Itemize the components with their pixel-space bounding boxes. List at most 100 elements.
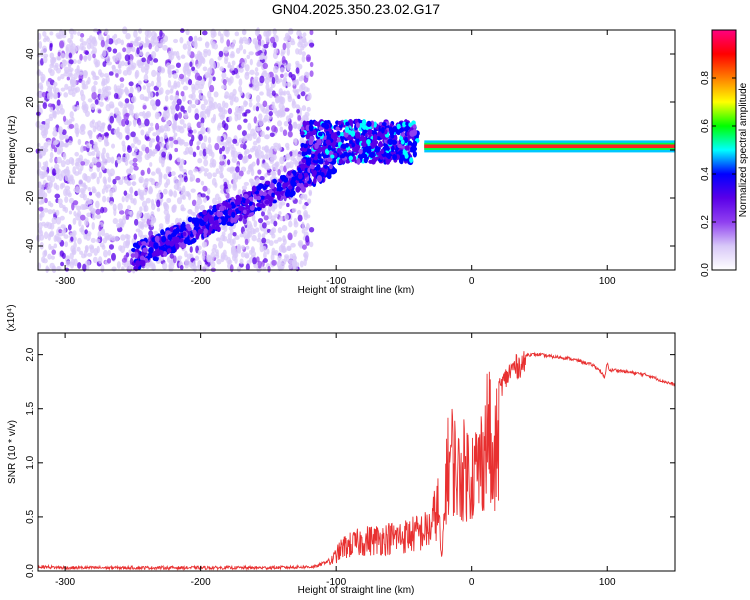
spectrogram-cell [249, 196, 254, 202]
spectrogram-cell [269, 153, 275, 162]
spectrogram-cell [260, 130, 265, 138]
spectrogram-cell [109, 104, 115, 109]
spectrogram-cell [227, 78, 232, 86]
spectrogram-cell [139, 255, 145, 261]
spectrogram-cell [116, 222, 122, 229]
spectrogram-cell [263, 30, 267, 37]
spectrogram-cell [286, 245, 292, 251]
spectrogram-cell [277, 145, 282, 152]
spectrogram-cell [255, 106, 260, 112]
spectrogram-cell [206, 187, 211, 195]
spectrogram-cell [282, 129, 288, 137]
spectrogram-cell [38, 40, 43, 49]
spectrogram-cell [88, 191, 93, 196]
spectrogram-cell [177, 255, 183, 260]
spectrogram-cell [212, 61, 216, 70]
spectrogram-cell [41, 120, 47, 125]
spectrogram-cell [93, 248, 98, 256]
spectrogram-cell [82, 70, 88, 77]
spectrogram-cell [200, 117, 205, 124]
spectrogram-cell [299, 194, 304, 201]
spectrogram-cell [57, 76, 62, 81]
spectrogram-cell [227, 107, 233, 115]
spectrogram-cell [132, 162, 138, 167]
spectrogram-cell [246, 37, 251, 46]
spectrogram-cell [251, 185, 257, 193]
spectrogram-cell [163, 114, 169, 121]
spectrogram-cell [242, 209, 247, 215]
spectrogram-cell [49, 222, 55, 230]
spectrogram-cell [124, 98, 130, 104]
spectrogram-cell [361, 136, 367, 143]
colorbar-tick-label: 0.6 [700, 119, 711, 133]
spectrogram-cell [179, 28, 185, 33]
spectrogram-cell [285, 153, 291, 161]
spectrogram-cell [169, 140, 174, 149]
spectrogram-cell [187, 169, 193, 176]
spectrogram-cell [122, 106, 127, 115]
spectrogram-cell [91, 85, 96, 93]
spectrogram-cell [167, 234, 173, 241]
spectrogram-cell [106, 196, 110, 203]
spectrogram-cell [63, 234, 69, 239]
spectrogram-cell [77, 168, 82, 175]
spectrogram-cell [43, 250, 48, 257]
spectrogram-cell [215, 237, 222, 242]
spectrogram-cell [306, 87, 310, 92]
spectrogram-cell [399, 127, 405, 133]
spectrogram-cell [189, 174, 196, 182]
spectrogram-cell [324, 154, 330, 159]
spectrogram-cell [304, 172, 309, 178]
spectrogram-cell [253, 145, 259, 153]
spectrogram-cell [90, 172, 96, 180]
spectrogram-cell [168, 136, 174, 142]
spectrogram-cell [166, 248, 172, 254]
spectrogram-cell [129, 174, 135, 179]
spectrogram-cell [243, 214, 248, 219]
spectrogram-cell [202, 209, 208, 215]
spectrogram-cell [203, 215, 209, 223]
spectrogram-cell [229, 99, 234, 106]
spectrogram-cell [159, 173, 163, 180]
spectrogram-cell [305, 235, 310, 243]
spectrogram-cell [296, 209, 302, 215]
spectrogram-cell [204, 71, 210, 79]
spectrogram-cell [102, 176, 107, 184]
spectrogram-cell [253, 116, 258, 124]
spectrogram-cell [67, 140, 73, 146]
spectrogram-cell [306, 106, 311, 112]
spectrogram-cell [93, 58, 98, 65]
spectrogram-cell [279, 216, 284, 222]
spectrogram-cell [373, 121, 377, 128]
spectrogram-cell [229, 264, 234, 273]
spectrogram-cell [390, 145, 395, 153]
spectrogram-cell [125, 241, 130, 249]
spectrogram-cell [130, 131, 136, 138]
spectrogram-cell [297, 173, 303, 180]
spectrogram-cell [68, 89, 74, 96]
spectrogram-cell [86, 37, 92, 45]
spectrogram-cell [78, 73, 84, 81]
spectrogram-cell [184, 65, 190, 72]
spectrogram-cell [219, 154, 225, 162]
spectrogram-cell [175, 244, 180, 250]
spectrogram-cell [351, 142, 356, 148]
spectrogram-cell [192, 129, 197, 134]
spectrogram-cell [317, 153, 322, 160]
spectrogram-cell [206, 254, 211, 263]
spectrogram-cell [260, 52, 265, 60]
spectrogram-cell [221, 72, 227, 79]
spectrogram-cell [187, 45, 192, 51]
spectrogram-cell [80, 93, 86, 102]
spectrogram-cell [187, 79, 193, 86]
spectrogram-cell [235, 166, 240, 173]
spectrogram-cell [69, 252, 74, 260]
spectrogram-cell [60, 87, 66, 92]
spectrogram-cell [241, 185, 248, 191]
spectrogram-cell [391, 139, 398, 145]
colorbar-ticks: 0.0 0.2 0.4 0.6 0.8 [700, 71, 736, 277]
spectrogram-cell [99, 242, 105, 248]
spectrogram-cell [288, 263, 293, 270]
spectrogram-cell [173, 132, 178, 137]
spectrogram-ytick-label: 20 [25, 96, 36, 108]
